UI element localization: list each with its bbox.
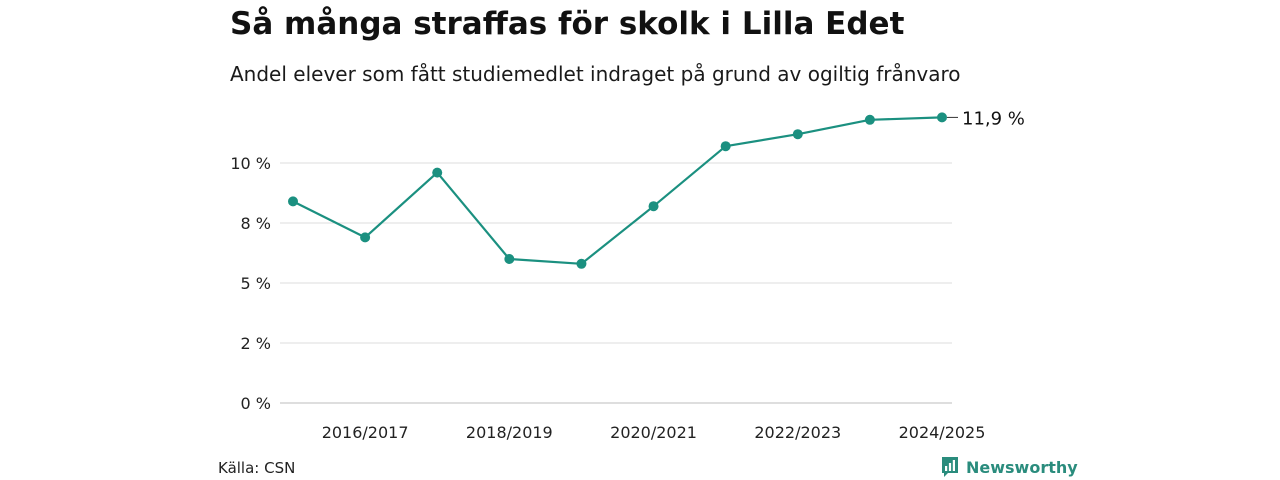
end-value-label: 11,9 % xyxy=(962,108,1025,129)
y-tick-label: 10 % xyxy=(230,154,271,173)
series-line-layer xyxy=(292,116,943,265)
y-tick-label: 2 % xyxy=(241,334,271,353)
x-tick-label: 2018/2019 xyxy=(466,423,553,442)
data-point xyxy=(720,141,731,152)
series-points xyxy=(288,112,947,269)
data-point xyxy=(576,258,587,269)
data-point xyxy=(792,129,803,140)
data-point xyxy=(288,196,298,207)
newsworthy-bars-icon xyxy=(942,457,958,477)
grid-lines xyxy=(280,162,952,404)
y-axis-ticks: 0 % 2 % 5 % 8 % 10 % xyxy=(230,154,271,413)
end-label-group: 11,9 % xyxy=(947,108,1025,129)
data-point xyxy=(648,201,659,212)
brand-logo: Newsworthy xyxy=(940,456,1078,478)
chart-subtitle: Andel elever som fått studiemedlet indra… xyxy=(230,62,961,86)
source-credit: Källa: CSN xyxy=(218,459,296,477)
x-tick-label: 2024/2025 xyxy=(899,423,986,442)
data-point xyxy=(432,167,443,178)
chart-title: Så många straffas för skolk i Lilla Edet xyxy=(230,6,905,42)
data-point xyxy=(864,114,875,125)
y-tick-label: 0 % xyxy=(241,394,271,413)
series-line xyxy=(292,116,943,265)
x-tick-label: 2022/2023 xyxy=(754,423,841,442)
data-point xyxy=(504,254,515,264)
y-tick-label: 8 % xyxy=(241,214,271,233)
x-tick-label: 2020/2021 xyxy=(610,423,697,442)
data-point xyxy=(937,112,947,123)
x-tick-label: 2016/2017 xyxy=(322,423,409,442)
brand-name: Newsworthy xyxy=(966,457,1078,477)
y-tick-label: 5 % xyxy=(241,274,271,293)
x-axis-ticks: 2016/2017 2018/2019 2020/2021 2022/2023 2024… xyxy=(322,423,986,442)
data-point xyxy=(360,232,371,243)
